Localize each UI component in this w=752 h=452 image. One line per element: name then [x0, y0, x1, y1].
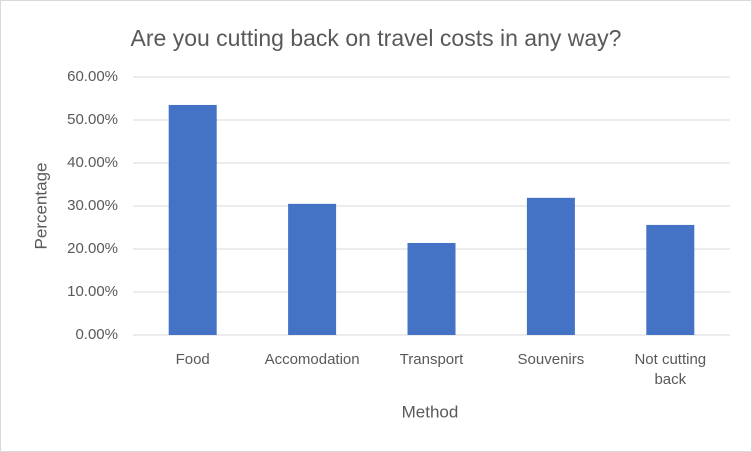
x-tick-label: Food: [175, 351, 210, 368]
y-axis-label: Percentage: [31, 163, 50, 250]
x-tick-label: Accomodation: [264, 351, 360, 368]
x-axis-label: Method: [402, 402, 459, 421]
bar: [288, 203, 337, 335]
x-tick-label: Transport: [399, 351, 464, 368]
y-tick-label: 50.00%: [67, 111, 118, 128]
x-tick-label: Souvenirs: [517, 351, 585, 368]
y-tick-label: 0.00%: [75, 326, 118, 343]
x-tick-label: Not cutting back: [634, 351, 707, 388]
y-tick-label: 40.00%: [67, 154, 118, 171]
y-tick-label: 20.00%: [67, 240, 118, 257]
bar: [407, 242, 456, 335]
y-tick-label: 30.00%: [67, 197, 118, 214]
y-tick-label: 60.00%: [67, 68, 118, 85]
bar: [526, 197, 575, 335]
bar: [168, 104, 217, 335]
chart-title: Are you cutting back on travel costs in …: [131, 25, 622, 51]
y-tick-label: 10.00%: [67, 283, 118, 300]
bar: [646, 224, 695, 335]
